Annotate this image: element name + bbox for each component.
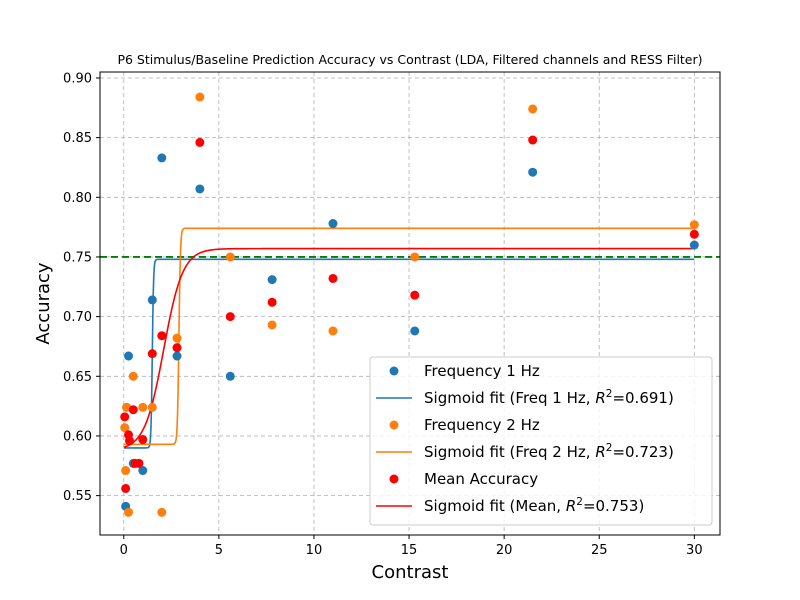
sigmoid-fit-line — [123, 227, 695, 446]
scatter-point — [138, 466, 148, 476]
legend-label: Sigmoid fit (Freq 2 Hz, R2=0.723) — [424, 442, 674, 461]
legend-label: Mean Accuracy — [424, 470, 538, 488]
sigmoid-fit-line — [123, 247, 695, 449]
scatter-point — [124, 436, 134, 446]
scatter-point — [689, 240, 699, 250]
scatter-point — [172, 333, 182, 343]
scatter-point — [267, 320, 277, 330]
x-tick-label: 25 — [591, 543, 608, 558]
scatter-point — [128, 371, 138, 381]
legend-entries: Frequency 1 Hz Sigmoid fit (Freq 1 Hz, R2… — [376, 362, 674, 515]
scatter-point — [124, 507, 134, 517]
legend-label: Frequency 2 Hz — [424, 416, 540, 434]
x-tick-label: 20 — [496, 543, 513, 558]
scatter-point — [157, 331, 167, 341]
y-axis-ticks: 0.55 0.60 0.65 0.70 0.75 0.80 0.85 0.90 — [63, 71, 100, 504]
sigmoid-fit-line — [123, 258, 695, 449]
scatter-point — [225, 371, 235, 381]
scatter-point — [120, 412, 130, 422]
plot-frame — [99, 71, 721, 536]
scatter-point — [172, 343, 182, 353]
x-tick-label: 15 — [401, 543, 418, 558]
legend-label: Sigmoid fit (Mean, R2=0.753) — [424, 496, 644, 515]
scatter-point — [528, 167, 538, 177]
scatter-point — [124, 351, 134, 361]
y-tick-label: 0.65 — [63, 370, 92, 385]
scatter-point — [195, 92, 205, 102]
y-tick-label: 0.90 — [63, 71, 92, 86]
scatter-point — [138, 435, 148, 445]
y-axis-label: Accuracy — [33, 262, 54, 345]
scatter-point — [267, 275, 277, 285]
scatter-point — [689, 220, 699, 230]
scatter-point — [138, 402, 148, 412]
y-tick-label: 0.85 — [63, 131, 92, 146]
scatter-point — [528, 104, 538, 114]
scatter-point — [147, 295, 157, 305]
scatter-point — [528, 135, 538, 145]
scatter-point — [121, 483, 131, 493]
scatter-point — [128, 405, 138, 415]
scatter-point — [328, 273, 338, 283]
legend: Frequency 1 Hz Sigmoid fit (Freq 1 Hz, R2… — [369, 356, 713, 526]
x-axis-label: Contrast — [372, 562, 449, 583]
y-tick-label: 0.70 — [63, 310, 92, 325]
chart-title: P6 Stimulus/Baseline Prediction Accuracy… — [117, 52, 702, 67]
scatter-point — [225, 312, 235, 322]
legend-label: Sigmoid fit (Freq 1 Hz, R2=0.691) — [424, 388, 674, 407]
x-tick-label: 10 — [306, 543, 323, 558]
y-tick-label: 0.80 — [63, 191, 92, 206]
scatter-point — [134, 458, 144, 468]
scatter-point — [195, 137, 205, 147]
legend-marker — [389, 366, 399, 376]
scatter-point — [328, 326, 338, 336]
x-tick-label: 0 — [120, 543, 128, 558]
scatter-point — [195, 184, 205, 194]
scatter-point — [225, 252, 235, 262]
scatter-point — [147, 402, 157, 412]
scatter-point — [157, 153, 167, 163]
x-tick-label: 5 — [215, 543, 223, 558]
legend-marker — [389, 474, 399, 484]
data-points — [120, 92, 699, 517]
scatter-point — [410, 252, 420, 262]
scatter-point — [328, 219, 338, 229]
y-tick-label: 0.75 — [63, 250, 92, 265]
legend-marker — [389, 420, 399, 430]
scatter-point — [157, 507, 167, 517]
scatter-point — [147, 349, 157, 359]
y-tick-label: 0.55 — [63, 489, 92, 504]
x-axis-ticks: 0 5 10 15 20 25 30 — [120, 535, 703, 558]
fit-curves — [123, 227, 695, 449]
scatter-point — [267, 297, 277, 307]
scatter-point — [410, 326, 420, 336]
legend-label: Frequency 1 Hz — [424, 362, 540, 380]
scatter-point — [172, 351, 182, 361]
scatter-point — [689, 229, 699, 239]
legend-frame — [369, 356, 713, 526]
scatter-point — [120, 423, 130, 433]
scatter-point — [410, 290, 420, 300]
scatter-point — [121, 466, 131, 476]
y-tick-label: 0.60 — [63, 429, 92, 444]
x-tick-label: 30 — [686, 543, 703, 558]
